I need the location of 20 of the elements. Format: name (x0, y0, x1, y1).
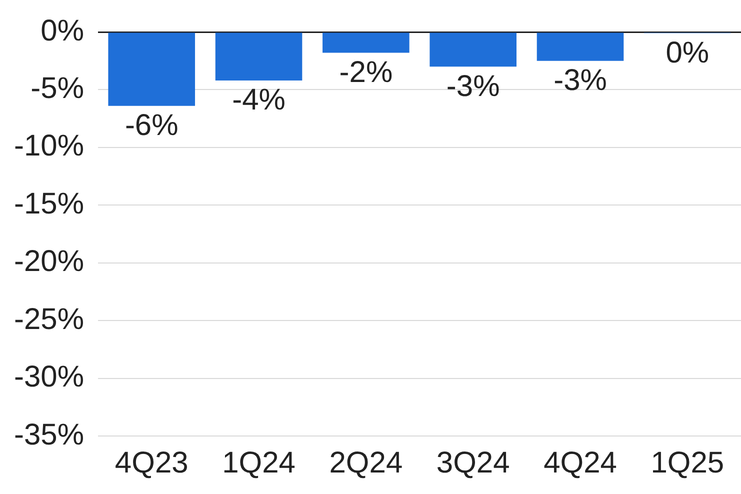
y-tick-label: 0% (40, 14, 84, 48)
data-label: -6% (124, 109, 178, 142)
y-tick-label: -25% (14, 302, 84, 336)
y-tick-label: -35% (14, 418, 84, 452)
x-tick-label: 4Q23 (114, 446, 188, 480)
y-tick-label: -15% (14, 187, 84, 220)
y-tick-label: -30% (14, 360, 84, 394)
data-label: -2% (339, 56, 393, 90)
y-tick-label: -5% (30, 72, 84, 105)
data-label: -4% (232, 84, 286, 117)
y-tick-label: -10% (14, 130, 84, 163)
y-tick-label: -20% (14, 245, 84, 278)
x-tick-label: 1Q24 (222, 446, 296, 480)
data-label: 0% (666, 36, 710, 70)
x-tick-label: 2Q24 (329, 446, 403, 480)
data-label: -3% (446, 70, 500, 103)
x-tick-label: 4Q24 (544, 446, 617, 480)
x-tick-label: 3Q24 (436, 446, 510, 480)
data-label: -3% (554, 64, 607, 98)
x-tick-label: 1Q25 (650, 446, 724, 480)
